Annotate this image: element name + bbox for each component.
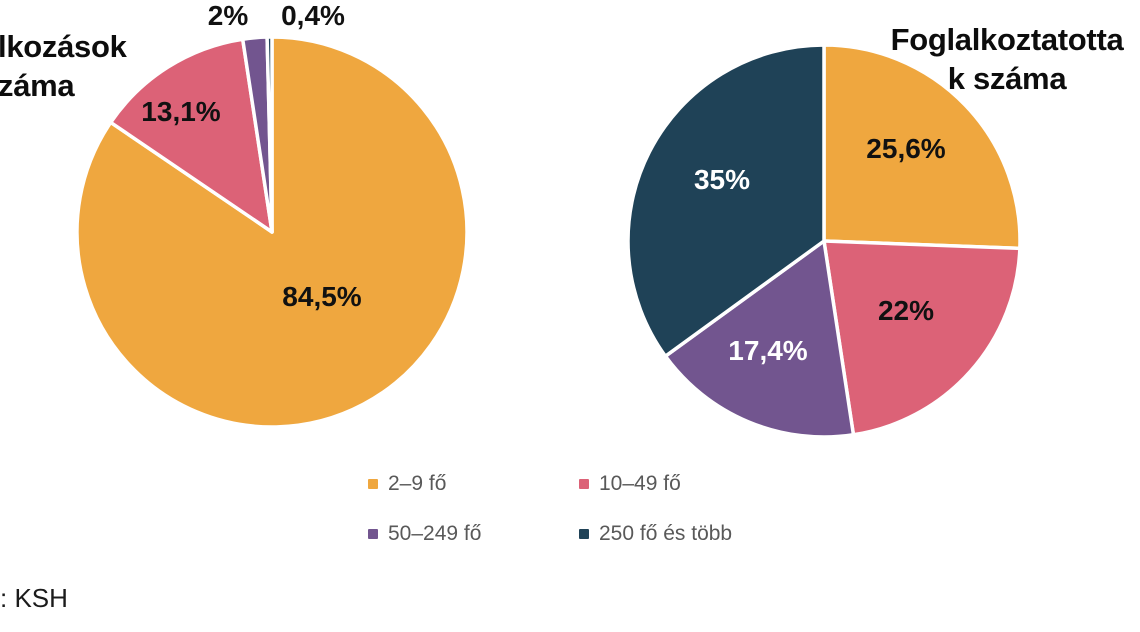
legend-swatch-10-49 [579,479,589,489]
legend-item-250-plus: 250 fő és több [579,521,732,547]
left-chart-title: lkozások záma [0,27,127,105]
legend-label-50-249: 50–249 fő [388,522,482,545]
left-chart-title-line2: záma [0,68,75,103]
pie-slice-2–9 fő [75,35,469,429]
legend-item-10-49: 10–49 fő [579,471,681,497]
legend-swatch-250-plus [579,529,589,539]
pie-slice-250 fő és több [626,43,826,358]
legend-swatch-2-9 [368,479,378,489]
pie-slice-10–49 fő [108,37,274,234]
legend-label-250-plus: 250 fő és több [599,522,733,545]
legend-item-2-9: 2–9 fő [368,471,446,497]
pie-slice-50–249 fő [663,239,856,439]
right-chart-title: Foglalkoztatotta k száma [891,20,1124,98]
left-chart-title-line1: lkozások [0,29,127,64]
pie-label-employees-10-49: 22% [877,295,935,326]
pie-employees [626,43,1022,439]
pie-slice-2–9 fő [822,43,1022,251]
right-chart-title-line1: Foglalkoztatotta [890,22,1124,57]
pie-enterprises [75,35,469,429]
pie-slice-10–49 fő [822,239,1022,437]
pie-label-enterprises-2-9: 84,5% [282,281,362,312]
right-chart-title-line2: k száma [947,61,1067,96]
legend-item-50-249: 50–249 fő [368,521,481,547]
pie-label-enterprises-250-plus: 0,4% [281,0,345,31]
pie-slice-250 fő és több [265,35,274,234]
pie-label-enterprises-10-49: 13,1% [141,96,221,127]
legend-label-2-9: 2–9 fő [388,472,447,495]
legend-swatch-50-249 [368,529,378,539]
pie-label-employees-2-9: 25,6% [866,133,946,164]
pie-label-employees-50-249: 17,4% [728,335,808,366]
source-note: : KSH [0,583,68,613]
legend-label-10-49: 10–49 fő [599,472,681,495]
pie-label-enterprises-50-249: 2% [207,0,249,31]
pie-label-employees-250-plus: 35% [693,164,751,195]
